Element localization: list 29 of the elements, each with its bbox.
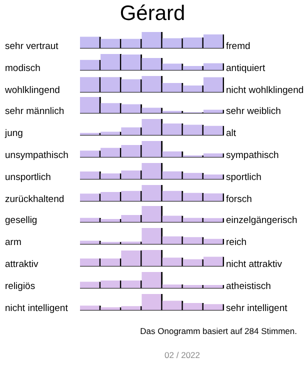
y-axis-title: unsportlich [5,172,51,183]
y2-axis-title: reich [226,237,247,248]
y-axis-title: arm [5,237,22,248]
y-axis-title: wohlklingend [5,84,60,96]
y2-axis-title: fremd [226,41,250,52]
chart-title: Gérard [118,2,186,26]
y2-axis-title: atheistisch [226,280,271,292]
y-axis-title: unsympathisch [5,150,68,161]
y-axis-title: modisch [5,62,40,74]
text: Das Onogramm basiert auf 284 Stimmen. [140,326,297,336]
y-axis-title: attraktiv [5,259,38,270]
y-axis-title: gesellig [5,215,38,226]
y-axis-title: zurückhaltend [5,194,64,205]
y-axis-title: jung [5,128,23,140]
y2-axis-title: sympathisch [226,150,279,161]
y2-axis-title: nicht attraktiv [226,259,282,270]
y-axis-title: nicht intelligent [5,302,68,314]
y2-axis-title: nicht wohlklingend [226,84,304,96]
y2-axis-title: sehr intelligent [226,302,288,314]
y-axis-title: sehr männlich [5,106,64,118]
y2-axis-title: forsch [226,194,252,205]
y-axis-title: religiös [5,280,36,292]
y2-axis-title: einzelgängerisch [226,215,298,226]
y2-axis-title: antiquiert [226,62,266,74]
y2-axis-title: sehr weiblich [226,106,281,118]
y-axis-title: sehr vertraut [5,41,58,52]
text: 02 / 2022 [164,350,200,360]
y2-axis-title: sportlich [226,172,262,183]
y2-axis-title: alt [226,128,236,140]
